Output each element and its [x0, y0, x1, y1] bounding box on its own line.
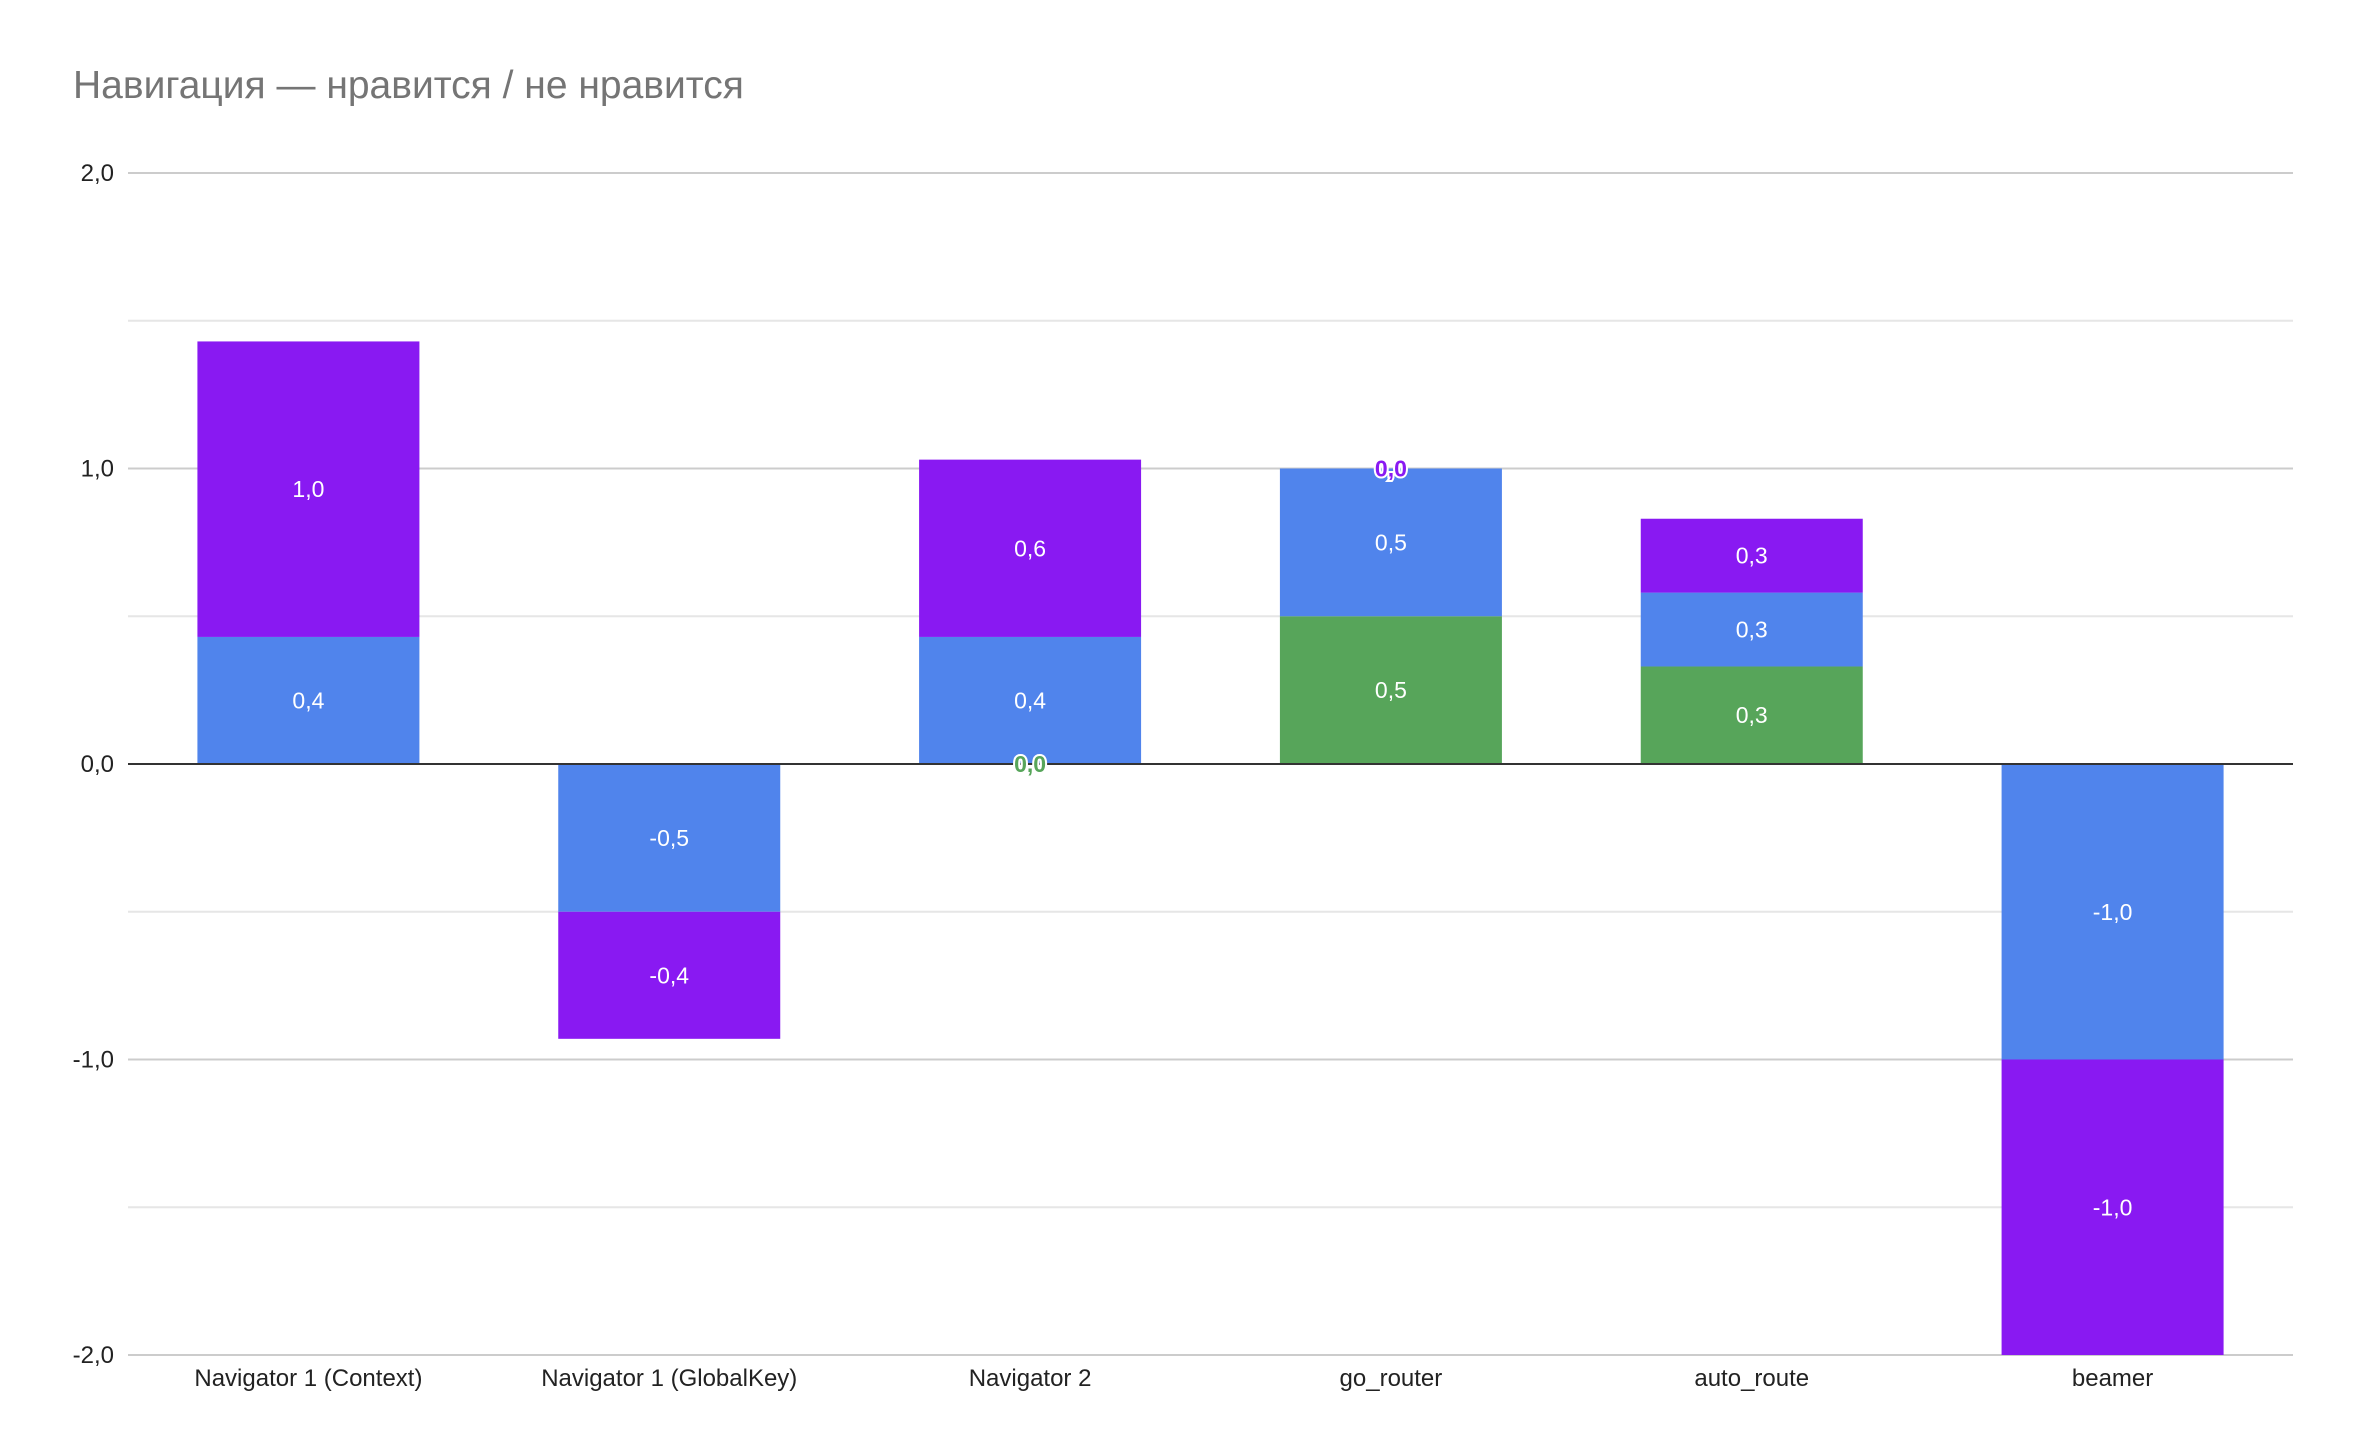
x-tick-label: Navigator 1 (Context) — [194, 1365, 422, 1392]
data-label: 0,3 — [1736, 543, 1768, 569]
chart-title: Навигация — нравится / не нравится — [73, 64, 744, 107]
data-label: 0,0 — [1014, 751, 1046, 777]
bar-segment — [1640, 518, 1863, 593]
bar-segment — [197, 636, 420, 764]
data-label: -1,0 — [2093, 1194, 2133, 1220]
data-label: 0,5 — [1375, 529, 1407, 555]
bar-segment — [919, 459, 1142, 637]
bar-segment — [2001, 764, 2224, 1060]
bar-segment — [1640, 666, 1863, 764]
data-label: 0,3 — [1736, 617, 1768, 643]
data-label: -1,0 — [2093, 899, 2133, 925]
data-label: 0,6 — [1014, 535, 1046, 561]
bar-segment — [1640, 592, 1863, 667]
data-label: -0,5 — [649, 825, 689, 851]
x-tick-label: auto_route — [1694, 1365, 1809, 1392]
x-axis-ticks: Navigator 1 (Context) Navigator 1 (Global… — [194, 1365, 2153, 1392]
bar-segment — [558, 911, 781, 1039]
bar-segment — [2001, 1059, 2224, 1355]
y-axis-ticks: 2,0 1,0 0,0 -1,0 -2,0 — [73, 160, 114, 1369]
data-labels: 0,4 1,0 -0,5 -0,4 0,0 0,4 0,6 0,5 0,5 0,0 0,3 0,3 0,… — [292, 454, 2133, 1221]
bar-segment — [1279, 616, 1502, 764]
data-label: 0,4 — [292, 687, 324, 713]
y-tick-label: 1,0 — [81, 456, 114, 483]
data-label: 0,5 — [1375, 677, 1407, 703]
bar-segment — [919, 636, 1142, 764]
y-tick-label: 2,0 — [81, 160, 114, 187]
data-label: 1,0 — [292, 476, 324, 502]
y-tick-label: -1,0 — [73, 1047, 114, 1074]
y-tick-label: -2,0 — [73, 1342, 114, 1369]
bar-segment — [558, 764, 781, 912]
x-tick-label: beamer — [2072, 1365, 2153, 1392]
data-label: 0,3 — [1736, 702, 1768, 728]
bars — [197, 341, 2224, 1355]
gridlines — [128, 172, 2293, 1356]
data-label: 0,0 — [1375, 456, 1407, 482]
y-tick-label: 0,0 — [81, 751, 114, 778]
bar-segment — [197, 341, 420, 637]
bar-segment — [1279, 468, 1502, 617]
x-tick-label: go_router — [1340, 1365, 1443, 1392]
data-label: 0,4 — [1014, 687, 1046, 713]
x-tick-label: Navigator 1 (GlobalKey) — [541, 1365, 797, 1392]
data-label: -0,4 — [649, 962, 689, 988]
x-tick-label: Navigator 2 — [969, 1365, 1092, 1392]
